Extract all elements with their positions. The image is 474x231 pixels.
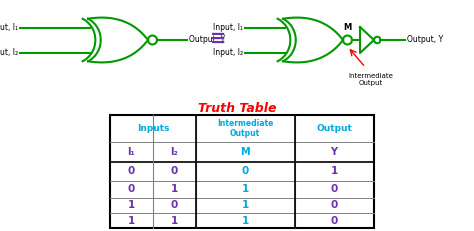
Text: Inputs: Inputs bbox=[137, 124, 169, 133]
Text: Input, I₂: Input, I₂ bbox=[213, 48, 243, 57]
Text: 1: 1 bbox=[330, 167, 337, 176]
Bar bbox=[110, 115, 374, 228]
Text: 0: 0 bbox=[170, 167, 178, 176]
Text: I₂: I₂ bbox=[170, 147, 178, 157]
Text: Output, Y: Output, Y bbox=[408, 36, 444, 45]
Text: ≡: ≡ bbox=[210, 28, 226, 48]
Text: 1: 1 bbox=[128, 216, 135, 225]
Text: Output: Output bbox=[316, 124, 352, 133]
Text: M: M bbox=[343, 24, 352, 33]
Text: 0: 0 bbox=[128, 185, 135, 195]
Text: 0: 0 bbox=[330, 185, 337, 195]
Text: 0: 0 bbox=[241, 167, 249, 176]
Text: 0: 0 bbox=[128, 167, 135, 176]
Text: 1: 1 bbox=[128, 201, 135, 210]
Text: 1: 1 bbox=[241, 185, 249, 195]
Text: 1: 1 bbox=[170, 216, 178, 225]
Text: Truth Table: Truth Table bbox=[198, 102, 276, 115]
Text: Input, I₂: Input, I₂ bbox=[0, 48, 18, 57]
Text: 1: 1 bbox=[241, 216, 249, 225]
Text: Output, Y: Output, Y bbox=[189, 36, 225, 45]
Text: 0: 0 bbox=[170, 201, 178, 210]
Text: Intermediate
Output: Intermediate Output bbox=[348, 73, 393, 85]
Text: 1: 1 bbox=[170, 185, 178, 195]
Text: 1: 1 bbox=[241, 201, 249, 210]
Text: Input, I₁: Input, I₁ bbox=[0, 23, 18, 32]
Text: M: M bbox=[240, 147, 250, 157]
Text: 0: 0 bbox=[330, 216, 337, 225]
Text: Input, I₁: Input, I₁ bbox=[213, 23, 243, 32]
Text: I₁: I₁ bbox=[127, 147, 135, 157]
Text: Y: Y bbox=[330, 147, 337, 157]
Text: Intermediate
Output: Intermediate Output bbox=[217, 119, 273, 138]
Text: 0: 0 bbox=[330, 201, 337, 210]
